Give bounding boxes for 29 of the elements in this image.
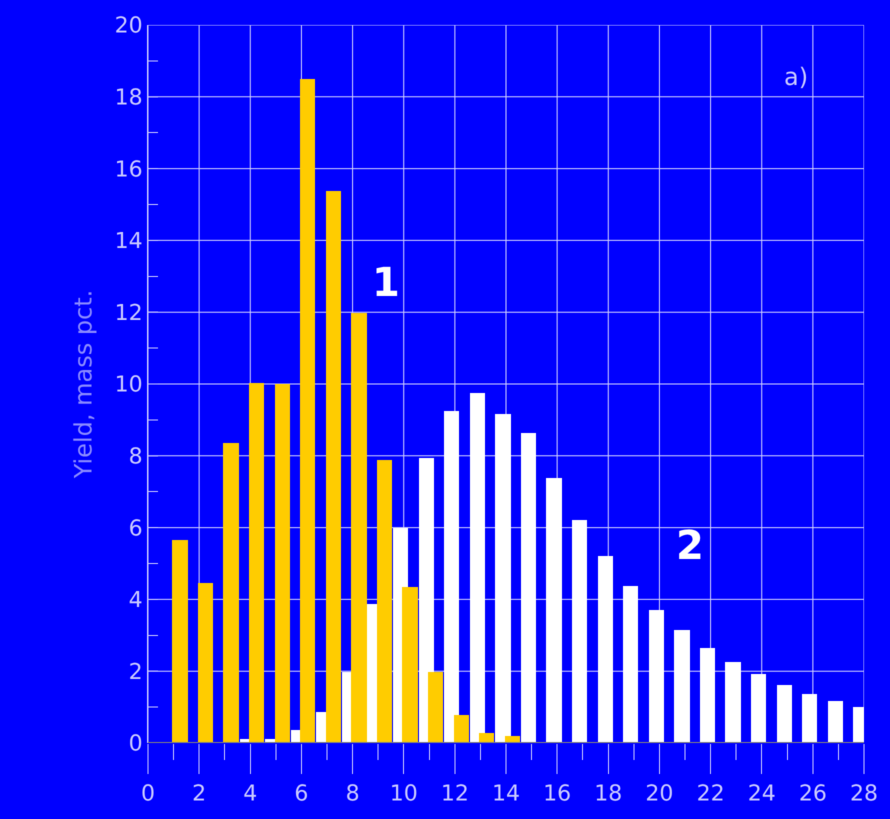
y-tick-label: 6 [128, 516, 143, 542]
x-tick-label: 10 [390, 781, 418, 806]
x-tick-label: 26 [798, 781, 827, 806]
x-tick-label: 4 [243, 781, 258, 806]
annotation: a) [784, 63, 808, 91]
y-tick-label: 12 [114, 300, 143, 326]
x-tick-label: 12 [440, 781, 469, 806]
y-tick-label: 4 [128, 588, 143, 614]
y-axis-title: Yield, mass pct. [70, 290, 98, 480]
y-tick-label: 2 [128, 660, 143, 685]
x-tick-label: 28 [850, 781, 878, 806]
x-tick-label: 8 [346, 781, 360, 806]
x-tick-label: 20 [645, 781, 674, 806]
x-tick-label: 16 [543, 781, 572, 806]
x-tick-label: 2 [192, 781, 206, 806]
x-tick-label: 24 [748, 781, 776, 806]
x-tick-label: 18 [594, 781, 622, 806]
x-tick-label: 22 [696, 781, 725, 806]
y-tick-label: 18 [114, 86, 143, 110]
y-tick-label: 20 [114, 14, 143, 39]
x-tick-label: 6 [294, 781, 308, 806]
y-tick-label: 8 [128, 444, 143, 470]
y-tick-label: 10 [114, 372, 143, 398]
series-label: 2 [676, 523, 704, 569]
y-tick-label: 16 [114, 157, 143, 182]
y-tick-label: 14 [114, 229, 143, 254]
x-tick-label: 14 [492, 781, 520, 806]
series-label: 1 [372, 260, 400, 306]
y-tick-label: 0 [128, 732, 143, 757]
